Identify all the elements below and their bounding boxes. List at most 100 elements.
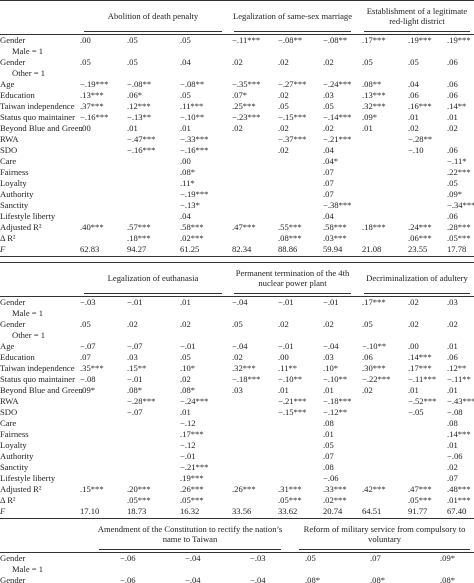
cell-value: .08** (362, 79, 382, 89)
cell-value: 82.34 (232, 244, 252, 254)
cell-value: −.08** (323, 35, 348, 45)
cell-value: −.01 (180, 451, 196, 461)
group-header: Permanent termination of the 4th nuclear… (235, 268, 350, 288)
cell-value: −.11** (447, 374, 471, 384)
cell-value: 16.32 (180, 506, 200, 516)
row-label: Care (0, 418, 17, 428)
cell-value: .05 (80, 57, 91, 67)
row-label: SDO (0, 145, 18, 155)
cell-value: .48*** (447, 484, 471, 494)
cell-value: −.37*** (278, 134, 307, 144)
cell-value: −.43*** (447, 396, 474, 406)
cell-value: −.16*** (80, 112, 109, 122)
cell-value: −.01 (127, 374, 143, 384)
cell-value: .04 (180, 211, 191, 221)
cell-value: .05 (323, 440, 334, 450)
cell-value: .09* (80, 385, 96, 395)
cell-value: −.10** (323, 374, 348, 384)
cell-value: 64.51 (362, 506, 382, 516)
cell-value: −.01 (323, 297, 339, 307)
cell-value: −.16*** (180, 145, 209, 155)
cell-value: −.05 (408, 407, 424, 417)
cell-value: −.24*** (180, 396, 209, 406)
cell-value: .37*** (80, 101, 104, 111)
row-label: RWA (0, 396, 19, 406)
group-header: Legalization of euthanasia (107, 273, 199, 283)
cell-value: .55*** (278, 222, 302, 232)
cell-value: −.04 (185, 553, 201, 563)
cell-value: .06 (447, 57, 458, 67)
cell-value: .02 (278, 123, 289, 133)
cell-value: −.04 (232, 341, 248, 351)
cell-value: −.21*** (180, 462, 209, 472)
cell-value: −.08 (80, 374, 96, 384)
cell-value: .02*** (180, 233, 204, 243)
cell-value: 33.56 (232, 506, 252, 516)
group-rule (299, 549, 470, 550)
cell-value: .09* (362, 112, 378, 122)
cell-value: .18*** (362, 222, 386, 232)
cell-value: −.01 (278, 341, 294, 351)
cell-value: .05 (408, 57, 419, 67)
row-label: SDO (0, 407, 18, 417)
cell-value: .05 (305, 553, 316, 563)
cell-value: −.08** (278, 35, 303, 45)
row-sublabel: Other = 1 (12, 68, 46, 78)
cell-value: .19*** (180, 473, 204, 483)
group-header: Establishment of a legitimate red-light … (366, 6, 468, 26)
group-rule (99, 549, 281, 550)
row-label: RWA (0, 134, 19, 144)
row-label: Care (0, 156, 17, 166)
cell-value: .08* (440, 575, 456, 583)
cell-value: −.22*** (362, 374, 391, 384)
cell-value: .07* (232, 90, 248, 100)
cell-value: .01 (180, 407, 191, 417)
cell-value: −.06 (120, 575, 136, 583)
cell-value: .03*** (323, 233, 347, 243)
cell-value: .02 (323, 123, 334, 133)
cell-value: .22*** (447, 167, 471, 177)
cell-value: −.18*** (323, 396, 352, 406)
cell-value: 18.73 (127, 506, 147, 516)
cell-value: .04* (323, 156, 339, 166)
cell-value: .02 (232, 57, 243, 67)
cell-value: −.07 (127, 407, 143, 417)
cell-value: .02 (447, 319, 458, 329)
cell-value: −.07 (127, 341, 143, 351)
row-label: Gender (0, 57, 26, 67)
cell-value: .02 (278, 319, 289, 329)
cell-value: .07 (323, 178, 334, 188)
row-label: Beyond Blue and Green (0, 385, 83, 395)
cell-value: .04 (408, 79, 419, 89)
cell-value: .03 (323, 90, 334, 100)
cell-value: .06 (447, 352, 458, 362)
cell-value: .07 (370, 553, 381, 563)
cell-value: .19*** (447, 35, 471, 45)
cell-value: .14*** (447, 429, 471, 439)
cell-value: .02 (232, 352, 243, 362)
cell-value: .08 (323, 418, 334, 428)
cell-value: −.28*** (127, 396, 156, 406)
cell-value: −.10 (408, 145, 424, 155)
cell-value: .02 (447, 123, 458, 133)
cell-value: 94.27 (127, 244, 147, 254)
cell-value: .32*** (232, 363, 256, 373)
cell-value: .05 (180, 35, 191, 45)
row-label: F (0, 244, 6, 254)
row-label: Sanctity (0, 462, 29, 472)
group-header: Abolition of death penalty (107, 11, 199, 21)
cell-value: −.04 (250, 575, 266, 583)
cell-value: .32*** (362, 101, 386, 111)
cell-value: −.12 (180, 440, 196, 450)
cell-value: .13*** (80, 90, 104, 100)
row-label: Δ R² (0, 495, 16, 505)
cell-value: .05 (362, 319, 373, 329)
cell-value: −.01 (180, 341, 196, 351)
rule (0, 552, 474, 553)
cell-value: .02 (447, 462, 458, 472)
cell-value: .08*** (278, 233, 302, 243)
cell-value: 23.55 (408, 244, 428, 254)
cell-value: −.23*** (232, 112, 261, 122)
cell-value: .00 (80, 35, 91, 45)
cell-value: −.27*** (278, 79, 307, 89)
